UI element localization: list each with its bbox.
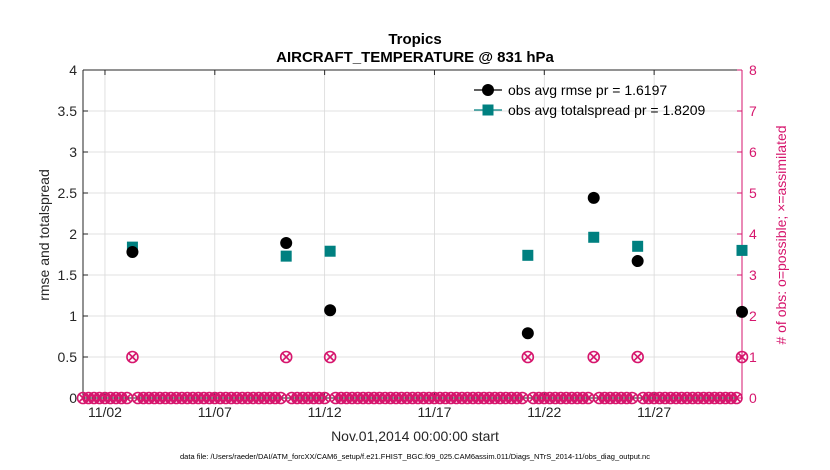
obs-count-point [323,350,337,364]
rmse-point [587,191,600,204]
y-tick-label-left: 3.5 [58,103,78,119]
y-tick-label-right: 7 [749,103,757,119]
y-tick-label-left: 3 [69,144,77,160]
obs-possible-circle [730,391,743,405]
obs-assimilated-x [517,393,527,403]
obs-possible-circle [279,350,293,364]
obs-assimilated-x [589,352,599,362]
obs-assimilated-x [583,393,593,403]
x-axis-label: Nov.01,2014 00:00:00 start [331,428,499,444]
y-tick-label-left: 1.5 [58,267,78,283]
data-marks [76,191,749,405]
obs-count-point [631,350,644,364]
obs-assimilated-x [127,352,137,362]
obs-assimilated-x [281,352,291,362]
y-tick-label-left: 2.5 [58,185,78,201]
y-tick-label-left: 0.5 [58,349,78,365]
obs-count-point [587,350,601,364]
obs-assimilated-x [325,352,335,362]
obs-assimilated-x [627,393,637,403]
y-tick-label-right: 5 [749,185,757,201]
spread-point [324,245,336,257]
x-tick-label: 11/02 [88,404,122,420]
obs-assimilated-x [731,393,742,403]
rmse-point [280,237,293,250]
y-tick-label-left: 2 [69,226,77,242]
y-tick-label-right: 4 [749,226,757,242]
legend-spread-marker [482,104,494,116]
x-tick-label: 11/27 [637,404,671,420]
y-tick-label-right: 3 [749,267,757,283]
rmse-point [631,255,644,268]
y-tick-label-left: 1 [69,308,77,324]
rmse-point [736,305,748,318]
y-axis-label-left: rmse and totalspread [36,169,52,301]
y-tick-label-right: 8 [749,62,757,78]
obs-assimilated-x [122,393,132,403]
axes: 11/02 11/07 11/12 11/17 11/22 11/27 0 0.5 1 1.5 2 2… [58,62,757,420]
rmse-point [521,327,534,340]
obs-count-point [735,350,749,364]
obs-possible-circle [126,350,139,364]
obs-possible-circle [735,350,749,364]
obs-count-point [521,350,535,364]
legend: obs avg rmse pr = 1.6197 obs avg totalspr… [474,82,706,118]
rmse-point [126,246,139,259]
obs-assimilated-x [737,352,747,362]
spread-point [736,244,748,256]
obs-count-point [730,391,743,405]
spread-point [522,249,534,261]
obs-count-point [279,350,293,364]
spread-point [588,231,600,243]
spread-point [632,240,644,252]
x-tick-label: 11/17 [417,404,451,420]
legend-spread-label: obs avg totalspread pr = 1.8209 [508,102,706,118]
y-tick-label-right: 1 [749,349,757,365]
y-tick-label-right: 6 [749,144,757,160]
obs-possible-circle [587,350,601,364]
obs-assimilated-x [523,352,533,362]
obs-possible-circle [521,350,535,364]
chart-subtitle: AIRCRAFT_TEMPERATURE @ 831 hPa [276,49,554,66]
legend-rmse-label: obs avg rmse pr = 1.6197 [508,82,667,98]
rmse-point [324,304,337,317]
obs-assimilated-x [276,393,286,403]
obs-count-point [126,350,139,364]
data-file-footnote: data file: /Users/raeder/DAI/ATM_forcXX/… [180,452,650,461]
spread-point [280,250,292,262]
obs-possible-circle [323,350,337,364]
x-tick-label: 11/12 [308,404,342,420]
chart-title: Tropics [388,31,441,48]
x-tick-label: 11/22 [527,404,561,420]
y-tick-label-left: 0 [69,390,77,406]
x-tick-label: 11/07 [198,404,232,420]
y-axis-label-right: # of obs: o=possible; ×=assimilated [773,125,789,344]
y-tick-label-right: 2 [749,308,757,324]
obs-count-point [274,391,288,405]
obs-assimilated-x [320,393,330,403]
legend-rmse-marker [482,84,494,96]
y-tick-label-right: 0 [749,390,757,406]
y-tick-label-left: 4 [69,62,77,78]
obs-possible-circle [631,350,644,364]
obs-assimilated-x [633,352,643,362]
